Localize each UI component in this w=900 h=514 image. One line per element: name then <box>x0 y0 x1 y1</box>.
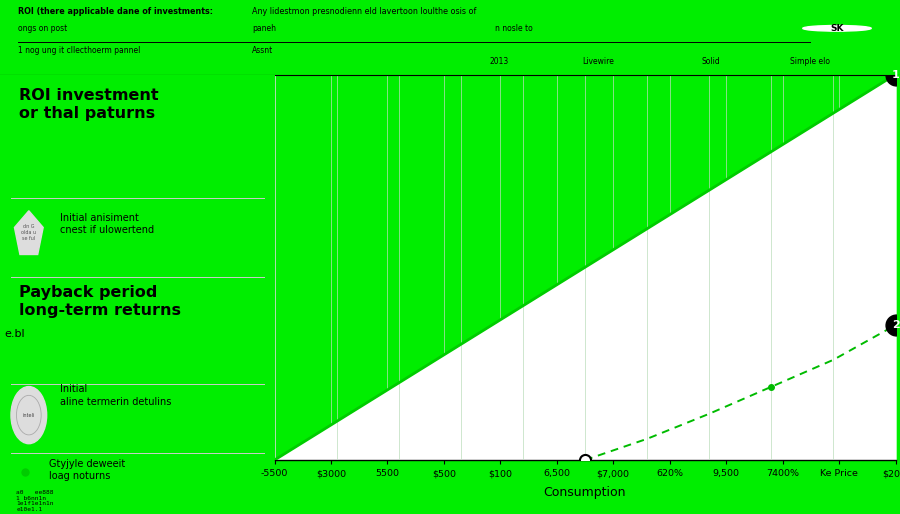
Text: Initial
aline termerin detulins: Initial aline termerin detulins <box>60 384 172 407</box>
X-axis label: Consumption: Consumption <box>544 486 626 500</box>
Text: Livewire: Livewire <box>582 57 615 66</box>
Text: Payback period
long-term returns: Payback period long-term returns <box>19 285 181 319</box>
Text: inteli: inteli <box>22 413 35 417</box>
Text: Solid: Solid <box>702 57 720 66</box>
Text: ongs on post: ongs on post <box>18 24 68 33</box>
Text: Simple elo: Simple elo <box>790 57 830 66</box>
Text: SK: SK <box>830 24 844 33</box>
Text: 1 nog ung it cllecthoerm pannel: 1 nog ung it cllecthoerm pannel <box>18 46 140 55</box>
Text: Initial anisiment
cnest if ulowertend: Initial anisiment cnest if ulowertend <box>60 213 155 235</box>
Text: 2: 2 <box>892 320 899 330</box>
Text: 1: 1 <box>892 69 899 80</box>
Text: 2013: 2013 <box>490 57 509 66</box>
Text: Assnt: Assnt <box>252 46 274 55</box>
Text: Gtyjyle deweeit
loag noturns: Gtyjyle deweeit loag noturns <box>50 459 126 482</box>
Text: ROI investment
or thal paturns: ROI investment or thal paturns <box>19 88 158 121</box>
Text: e.bl: e.bl <box>4 329 25 339</box>
Text: a0   ee888
1 b6nn1n
1e1f1e1n1n
e10e1.1: a0 ee888 1 b6nn1n 1e1f1e1n1n e10e1.1 <box>16 490 54 512</box>
Circle shape <box>803 26 871 31</box>
Text: paneh: paneh <box>252 24 276 33</box>
Text: dn G
olda u
se ful: dn G olda u se ful <box>22 225 36 241</box>
Text: Any lidestmon presnodienn eld lavertoon loulthe osis of: Any lidestmon presnodienn eld lavertoon … <box>252 7 476 16</box>
Circle shape <box>11 387 47 444</box>
Text: ROI (there applicable dane of investments:: ROI (there applicable dane of investment… <box>18 7 213 16</box>
Text: n nosle to: n nosle to <box>495 24 533 33</box>
